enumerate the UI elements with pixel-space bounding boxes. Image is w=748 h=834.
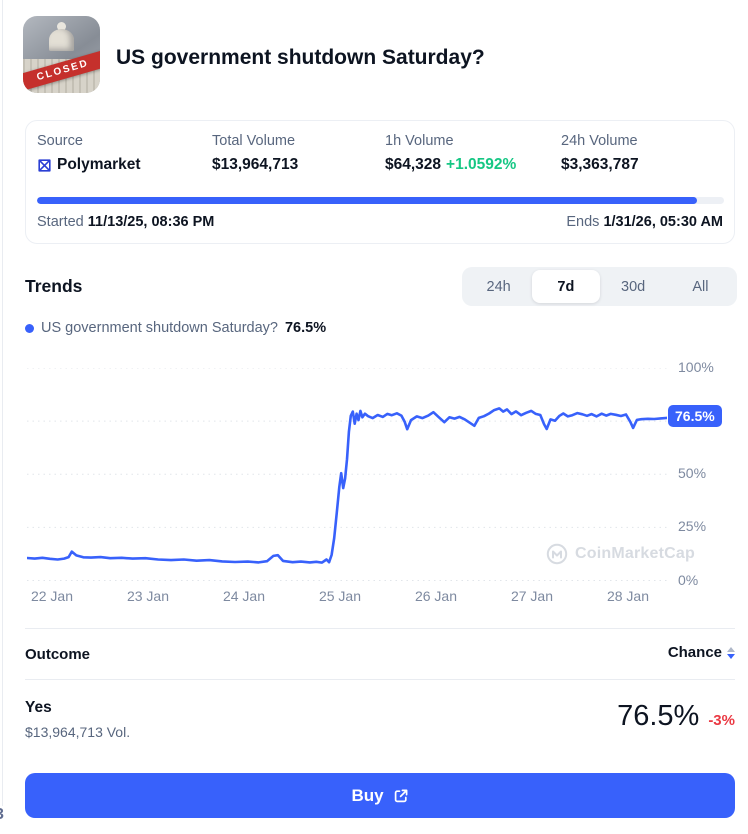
outcome-name: Yes bbox=[25, 699, 52, 716]
polymarket-icon bbox=[38, 158, 51, 172]
clipped-edge-glyph: 3 bbox=[0, 806, 4, 826]
outcome-column-header: Outcome bbox=[25, 646, 91, 663]
coinmarketcap-watermark: CoinMarketCap bbox=[546, 543, 695, 565]
legend-series-label: US government shutdown Saturday? bbox=[41, 320, 278, 336]
stat-1h-volume: 1h Volume $64,328 +1.0592% bbox=[385, 133, 516, 174]
market-duration-progress bbox=[37, 197, 724, 204]
progress-fill bbox=[37, 197, 697, 204]
y-tick-100: 100% bbox=[678, 359, 714, 375]
sort-icon[interactable] bbox=[727, 646, 735, 659]
probability-chart[interactable] bbox=[25, 367, 669, 581]
x-tick-27-jan: 27 Jan bbox=[510, 588, 554, 604]
source-value[interactable]: Polymarket bbox=[57, 156, 141, 173]
ends-date: Ends 1/31/26, 05:30 AM bbox=[566, 214, 723, 230]
sort-desc-icon bbox=[727, 653, 735, 659]
x-tick-26-jan: 26 Jan bbox=[414, 588, 458, 604]
current-value-badge: 76.5% bbox=[668, 405, 722, 427]
trends-heading: Trends bbox=[25, 276, 83, 296]
external-link-icon bbox=[394, 789, 408, 802]
1h-volume-label: 1h Volume bbox=[385, 133, 454, 149]
chance-column-header[interactable]: Chance bbox=[668, 644, 735, 661]
sort-asc-icon bbox=[727, 646, 735, 652]
y-tick-50: 50% bbox=[678, 465, 707, 482]
1h-volume-value: $64,328 bbox=[385, 156, 442, 173]
1h-volume-change: +1.0592% bbox=[446, 156, 517, 173]
total-volume-value: $13,964,713 bbox=[212, 156, 299, 173]
outcome-chance: 76.5% bbox=[617, 700, 700, 732]
market-stats-card: Source Polymarket Total Volume $13,964,7… bbox=[25, 120, 735, 244]
y-tick-25: 25% bbox=[678, 518, 707, 535]
total-volume-label: Total Volume bbox=[212, 133, 296, 149]
panel-edge-divider bbox=[2, 0, 3, 806]
market-thumbnail: CLOSED bbox=[23, 16, 100, 93]
line-chart-svg bbox=[25, 367, 669, 581]
capitol-dome-finial bbox=[57, 22, 66, 31]
x-tick-22-jan: 22 Jan bbox=[30, 588, 74, 604]
buy-button[interactable]: Buy bbox=[25, 773, 735, 818]
page-title: US government shutdown Saturday? bbox=[116, 46, 485, 69]
tab-30d[interactable]: 30d bbox=[621, 278, 646, 295]
legend-dot-icon bbox=[25, 323, 34, 333]
tab-all[interactable]: All bbox=[692, 278, 709, 295]
outcome-volume: $13,964,713 Vol. bbox=[25, 724, 131, 740]
stat-total-volume: Total Volume $13,964,713 bbox=[212, 133, 298, 174]
24h-volume-value: $3,363,787 bbox=[561, 156, 639, 173]
x-tick-23-jan: 23 Jan bbox=[126, 588, 170, 604]
capitol-dome bbox=[49, 29, 74, 51]
started-date: Started 11/13/25, 08:36 PM bbox=[37, 214, 215, 230]
x-tick-28-jan: 28 Jan bbox=[606, 588, 650, 604]
trends-tabs: 24h 7d 30d All bbox=[462, 267, 737, 306]
watermark-text: CoinMarketCap bbox=[575, 545, 695, 562]
table-top-divider bbox=[25, 628, 735, 629]
tab-7d[interactable]: 7d bbox=[532, 270, 600, 303]
x-axis-labels: 22 Jan 23 Jan 24 Jan 25 Jan 26 Jan 27 Jan 28 J… bbox=[27, 588, 667, 606]
source-label: Source bbox=[37, 133, 83, 149]
outcome-chance-change: -3% bbox=[708, 712, 735, 729]
chart-legend: US government shutdown Saturday? 76.5% bbox=[25, 320, 326, 336]
stat-source: Source Polymarket bbox=[37, 133, 141, 174]
coinmarketcap-logo-icon bbox=[546, 543, 568, 565]
x-tick-25-jan: 25 Jan bbox=[318, 588, 362, 604]
legend-series-value: 76.5% bbox=[284, 320, 327, 336]
24h-volume-label: 24h Volume bbox=[561, 133, 638, 149]
y-tick-0: 0% bbox=[678, 571, 699, 588]
stat-24h-volume: 24h Volume $3,363,787 bbox=[561, 133, 639, 174]
x-tick-24-jan: 24 Jan bbox=[222, 588, 266, 604]
table-header-divider bbox=[25, 679, 735, 680]
tab-24h[interactable]: 24h bbox=[486, 278, 511, 295]
